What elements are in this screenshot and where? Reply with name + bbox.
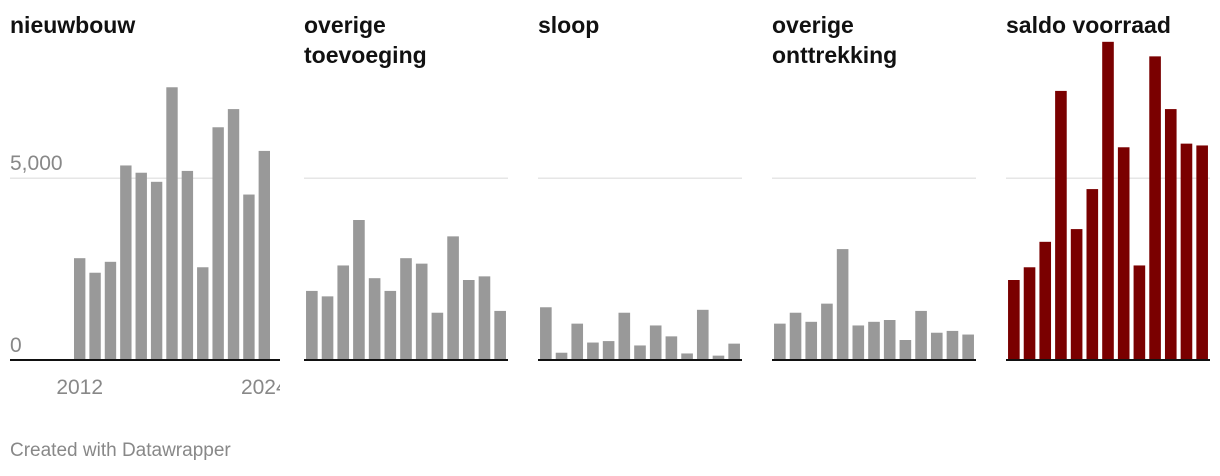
- bar-2023: [946, 330, 959, 360]
- footer-credit: Created with Datawrapper: [10, 440, 231, 461]
- bar-2015: [587, 342, 599, 360]
- chart-panel-1: overige toevoeging: [304, 0, 508, 400]
- panel-title: overige toevoeging: [304, 12, 427, 68]
- bar-2022: [696, 309, 709, 360]
- chart-panel-4: saldo voorraad: [1006, 0, 1210, 400]
- bar-2022: [227, 109, 240, 360]
- bar-2012: [306, 290, 318, 360]
- bar-2024: [1196, 145, 1208, 360]
- bar-2019: [649, 325, 662, 360]
- panel-plot: [772, 177, 976, 361]
- panel-title: sloop: [538, 12, 600, 38]
- bar-2013: [1023, 267, 1036, 360]
- panel-title: saldo voorraad: [1006, 12, 1171, 38]
- panel-plot: 0 5,000 2012 2024: [10, 87, 280, 399]
- bar-2020: [899, 340, 912, 360]
- bar-2015: [353, 220, 365, 360]
- panel-plot: [304, 177, 508, 361]
- bar-2022: [1164, 109, 1177, 360]
- bar-2017: [1086, 189, 1099, 360]
- bar-2022: [462, 280, 475, 360]
- x-tick-label: 2012: [56, 376, 103, 399]
- bar-2019: [415, 263, 428, 360]
- chart-panel-2: sloop: [538, 0, 742, 400]
- bar-2018: [1102, 41, 1114, 361]
- bar-2017: [384, 290, 397, 360]
- bar-2014: [104, 261, 117, 360]
- bar-2024: [728, 343, 740, 360]
- bar-2014: [805, 321, 818, 360]
- y-tick-label: 5,000: [10, 152, 63, 175]
- bar-2020: [431, 312, 444, 360]
- bar-2013: [321, 296, 334, 360]
- bar-2016: [1070, 229, 1083, 360]
- bar-2023: [243, 194, 255, 360]
- panel-plot: [1006, 41, 1210, 361]
- bar-2017: [618, 312, 631, 360]
- bar-2021: [447, 236, 459, 360]
- bar-2021: [212, 127, 224, 360]
- bar-2016: [836, 249, 849, 360]
- bar-2012: [74, 258, 86, 360]
- bar-2020: [197, 267, 209, 360]
- bar-2012: [774, 323, 786, 360]
- bar-2016: [368, 278, 381, 360]
- y-tick-label: 0: [10, 334, 22, 357]
- bar-2023: [478, 276, 491, 360]
- bar-2014: [1039, 241, 1052, 360]
- panel-title: overige onttrekking: [772, 12, 898, 68]
- bar-2018: [400, 258, 412, 360]
- panel-plot: [538, 177, 742, 361]
- bar-2024: [258, 150, 270, 360]
- bar-2018: [634, 345, 646, 360]
- bar-2014: [337, 265, 350, 360]
- bar-2017: [150, 181, 163, 360]
- bar-2014: [571, 323, 584, 360]
- bar-2024: [962, 334, 974, 360]
- panel-title: nieuwbouw: [10, 12, 136, 38]
- bar-2013: [89, 272, 101, 360]
- bar-2017: [852, 325, 865, 360]
- bar-2016: [135, 172, 147, 360]
- x-tick-label: 2024: [241, 376, 280, 399]
- bar-2019: [181, 170, 194, 360]
- bar-2012: [1008, 280, 1020, 360]
- bar-2020: [1133, 265, 1146, 360]
- bar-2021: [681, 353, 693, 360]
- bar-2016: [602, 341, 615, 360]
- bar-2012: [540, 307, 552, 360]
- bar-2018: [868, 321, 880, 360]
- bar-2022: [930, 332, 943, 360]
- bar-2020: [665, 336, 678, 360]
- bar-2015: [821, 303, 833, 360]
- bar-2023: [712, 355, 725, 360]
- bar-2019: [883, 320, 896, 360]
- bar-2024: [494, 310, 506, 360]
- bar-2023: [1180, 143, 1193, 360]
- bar-2013: [789, 312, 802, 360]
- bar-2021: [915, 310, 927, 360]
- chart-panel-0: nieuwbouw 0 5,000 2012 2024: [10, 0, 280, 400]
- bar-2013: [555, 352, 568, 360]
- bar-2018: [166, 87, 178, 360]
- bar-2015: [1055, 90, 1067, 360]
- bar-2021: [1149, 56, 1161, 360]
- bar-2015: [120, 165, 132, 360]
- chart-panel-3: overige onttrekking: [772, 0, 976, 400]
- bar-2019: [1117, 147, 1130, 360]
